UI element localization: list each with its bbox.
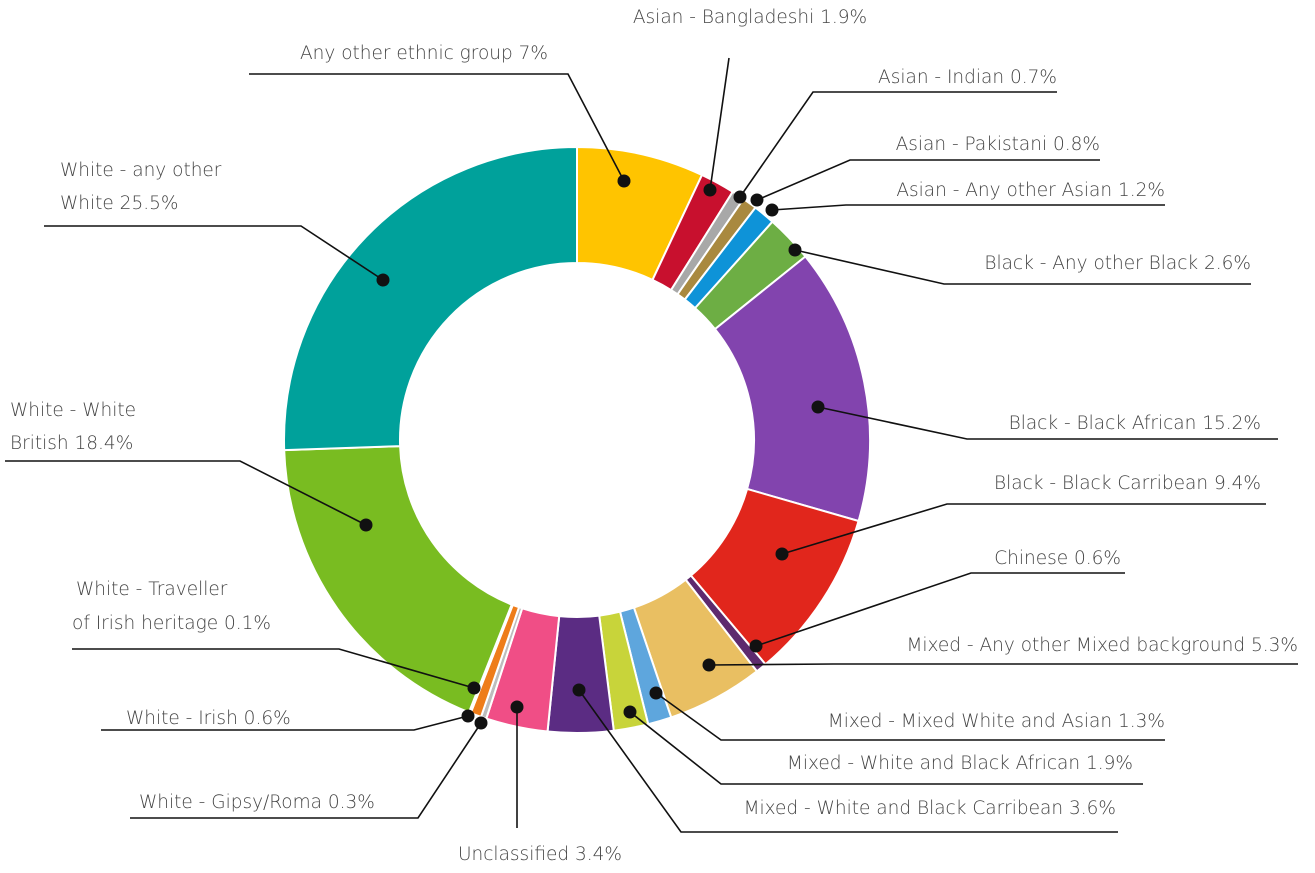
callout-mixed-any-other-mixed-background-5-3: Mixed - Any other Mixed background 5.3% [702,635,1298,672]
callout-asian-any-other-asian-1-2: Asian - Any other Asian 1.2% [765,180,1165,217]
leader-dot [775,547,789,561]
callout-any-other-ethnic-group-7: Any other ethnic group 7% [249,43,631,188]
slice-label: of Irish heritage 0.1% [72,613,271,634]
leader-line [755,572,1125,647]
slice-label: Asian - Indian 0.7% [878,67,1057,88]
callout-asian-indian-0-7: Asian - Indian 0.7% [733,67,1057,204]
slice-label: Mixed - White and Black Carribean 3.6% [744,798,1116,819]
callout-white-irish-0-6: White - Irish 0.6% [101,708,475,731]
leader-dot [461,709,475,723]
callout-black-any-other-black-2-6: Black - Any other Black 2.6% [788,243,1251,285]
leader-line [739,91,1057,198]
callout-white-gipsy-roma-0-3: White - Gipsy/Roma 0.3% [130,716,488,819]
leader-dot [811,400,825,414]
leader-dot [703,183,717,197]
slice-label: Black - Black Carribean 9.4% [994,473,1261,494]
slice-label: White - any other [60,160,222,181]
donut-slices [283,145,871,734]
leader-line [5,460,367,526]
slice-white-white-british-18-4 [283,445,514,714]
slice-label: Asian - Bangladeshi 1.9% [633,7,867,28]
leader-line [130,722,482,819]
leader-dot [359,518,373,532]
leader-dot [623,705,637,719]
leader-line [781,503,1266,555]
slice-label: Unclassified 3.4% [458,844,622,865]
leader-dot [702,658,716,672]
leader-dot [749,639,763,653]
slice-label: Black - Any other Black 2.6% [984,253,1251,274]
callout-white-any-other-white-25-5: White - any other White 25.5% [44,160,390,287]
callout-black-black-african-15-2: Black - Black African 15.2% [811,400,1278,440]
leader-dot [572,683,586,697]
slice-label: Asian - Pakistani 0.8% [896,134,1100,155]
leader-line [249,73,625,182]
slice-label: Mixed - White and Black African 1.9% [787,753,1133,774]
leader-line [709,57,730,191]
leader-dot [376,273,390,287]
leader-line [629,711,1143,785]
leader-dot [467,681,481,695]
leader-line [708,663,1298,666]
leader-dot [649,686,663,700]
leader-dot [765,203,779,217]
leader-dot [474,716,488,730]
slice-label: Chinese 0.6% [994,548,1121,569]
slice-label: White - Traveller [76,579,228,600]
leader-line [771,204,1165,211]
slice-label: White - Gipsy/Roma 0.3% [139,792,375,813]
leader-line [44,225,384,281]
callouts: Any other ethnic group 7% Asian - Banglad… [5,7,1298,865]
slice-label: Asian - Any other Asian 1.2% [896,180,1165,201]
slice-label: Any other ethnic group 7% [300,43,548,64]
leader-line [794,249,1251,285]
leader-line [72,648,475,689]
leader-dot [788,243,802,257]
slice-white-any-other-white-25-5 [283,145,578,452]
leader-line [655,692,1165,741]
callout-white-white-british-18-4: White - White British 18.4% [5,400,373,532]
leader-dot [750,193,764,207]
leader-line [817,406,1278,440]
slice-label: Mixed - Mixed White and Asian 1.3% [828,711,1165,732]
leader-dot [617,174,631,188]
slice-label: White - White [10,400,136,421]
slice-label: Mixed - Any other Mixed background 5.3% [906,635,1298,656]
slice-label: Black - Black African 15.2% [1009,413,1261,434]
slice-label: White 25.5% [60,193,178,214]
callout-black-black-carribean-9-4: Black - Black Carribean 9.4% [775,473,1266,561]
callout-mixed-white-and-black-carribean-3-6: Mixed - White and Black Carribean 3.6% [572,683,1118,833]
callout-white-traveller-of-irish-heritage-0-1: White - Traveller of Irish heritage 0.1% [72,579,481,695]
callout-chinese-0-6: Chinese 0.6% [749,548,1125,653]
leader-line [756,159,1100,201]
callout-unclassified-3-4: Unclassified 3.4% [458,700,622,865]
slice-label: British 18.4% [10,433,133,454]
leader-dot [510,700,524,714]
callout-asian-pakistani-0-8: Asian - Pakistani 0.8% [750,134,1100,207]
callout-asian-bangladeshi-1-9: Asian - Bangladeshi 1.9% [633,7,867,197]
callout-mixed-white-and-black-african-1-9: Mixed - White and Black African 1.9% [623,705,1143,785]
leader-dot [733,190,747,204]
slice-label: White - Irish 0.6% [126,708,291,729]
leader-line [578,689,1118,833]
leader-line [101,715,469,731]
callout-mixed-mixed-white-and-asian-1-3: Mixed - Mixed White and Asian 1.3% [649,686,1165,741]
